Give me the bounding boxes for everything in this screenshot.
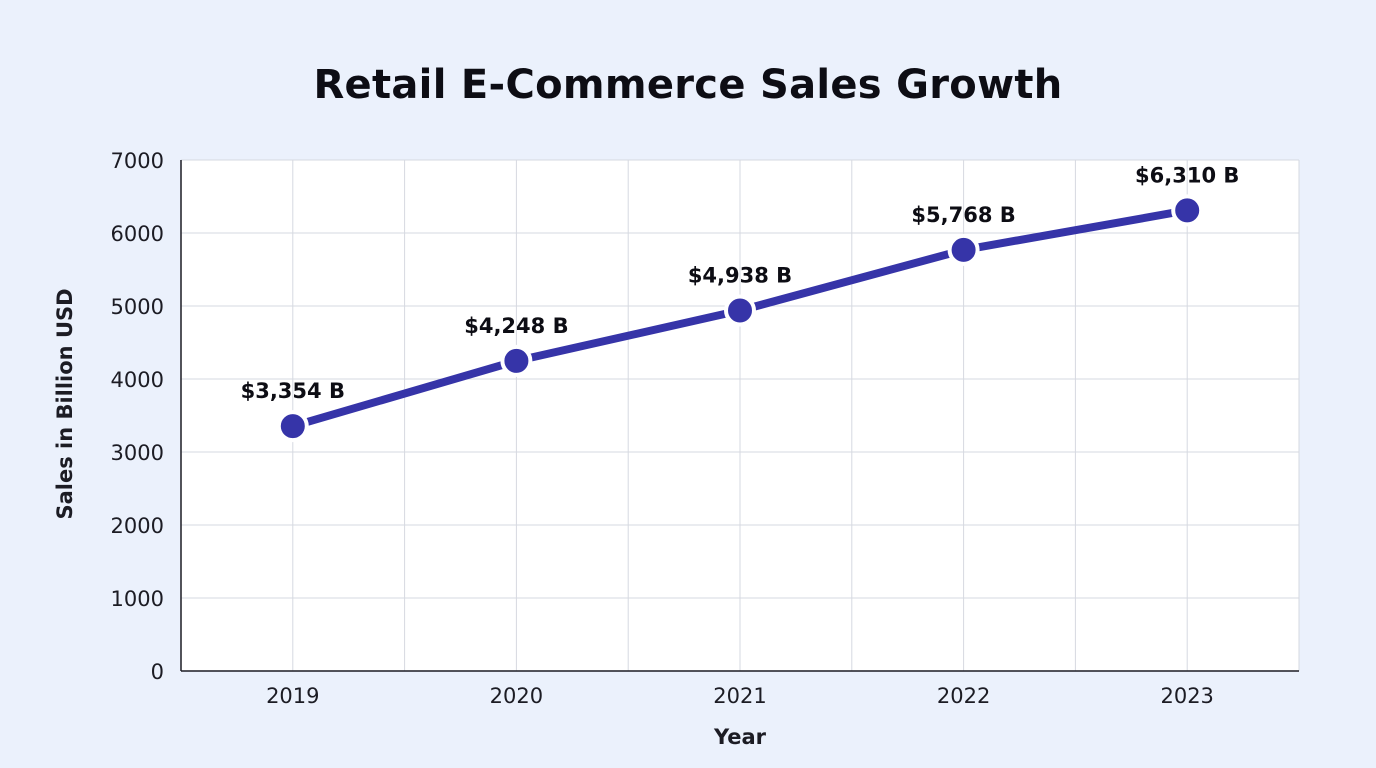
chart-title: Retail E-Commerce Sales Growth bbox=[313, 62, 1063, 108]
y-tick-label: 5000 bbox=[111, 295, 164, 319]
y-tick-label: 3000 bbox=[111, 441, 164, 465]
y-tick-label: 4000 bbox=[111, 368, 164, 392]
data-label: $4,938 B bbox=[688, 264, 792, 288]
data-point-marker bbox=[1171, 194, 1204, 227]
y-axis-title: Sales in Billion USD bbox=[53, 288, 77, 519]
x-tick-label: 2022 bbox=[937, 684, 990, 708]
x-tick-label: 2023 bbox=[1160, 684, 1213, 708]
data-point-marker bbox=[276, 410, 309, 443]
y-tick-label: 7000 bbox=[111, 149, 164, 173]
data-label: $5,768 B bbox=[911, 203, 1015, 227]
y-tick-label: 2000 bbox=[111, 514, 164, 538]
data-label: $4,248 B bbox=[464, 314, 568, 338]
x-tick-label: 2021 bbox=[713, 684, 766, 708]
data-label: $6,310 B bbox=[1135, 163, 1239, 187]
x-tick-label: 2019 bbox=[266, 684, 319, 708]
data-point-marker bbox=[724, 294, 756, 327]
data-label: $3,354 B bbox=[241, 379, 345, 403]
y-tick-label: 0 bbox=[151, 660, 164, 684]
data-point-marker bbox=[500, 344, 533, 377]
y-tick-label: 1000 bbox=[111, 587, 164, 611]
data-point-marker bbox=[947, 233, 980, 266]
y-tick-label: 6000 bbox=[111, 222, 164, 246]
x-tick-label: 2020 bbox=[490, 684, 543, 708]
x-axis-title: Year bbox=[713, 725, 767, 749]
